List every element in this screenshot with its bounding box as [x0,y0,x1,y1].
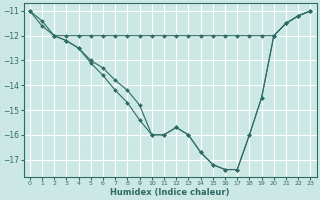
X-axis label: Humidex (Indice chaleur): Humidex (Indice chaleur) [110,188,230,197]
